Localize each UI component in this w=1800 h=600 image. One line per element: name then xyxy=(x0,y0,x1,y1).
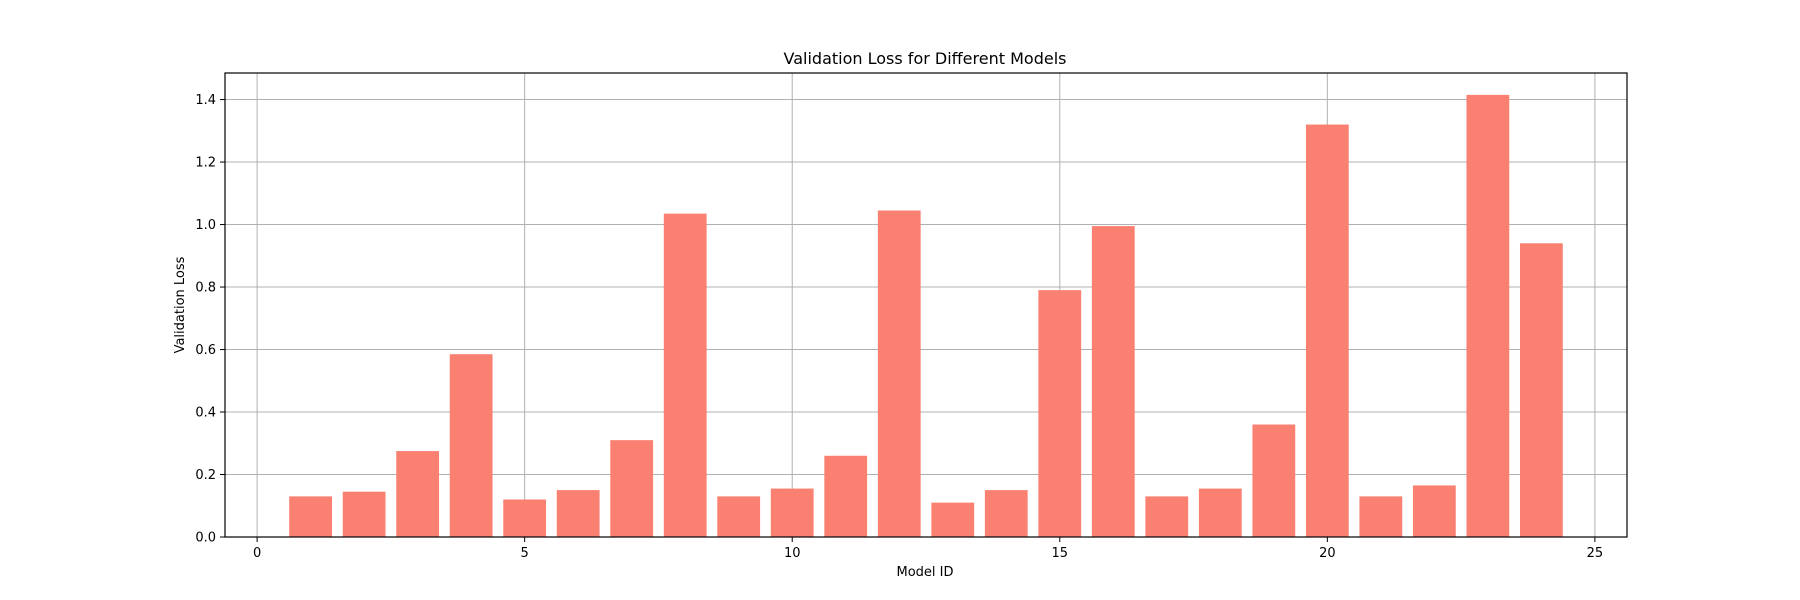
bar-model-18 xyxy=(1198,488,1242,537)
bar-model-17 xyxy=(1145,496,1189,537)
y-tick-label-1: 0.2 xyxy=(195,468,216,483)
bar-model-12 xyxy=(877,210,921,537)
bar-model-8 xyxy=(663,213,707,537)
x-tick-label-4: 20 xyxy=(1319,546,1336,561)
y-tick-label-3: 0.6 xyxy=(195,343,216,358)
bar-model-10 xyxy=(770,488,814,537)
x-tick-label-3: 15 xyxy=(1052,546,1069,561)
bar-model-20 xyxy=(1305,124,1349,538)
x-axis-label: Model ID xyxy=(896,565,953,580)
x-tick-label-5: 25 xyxy=(1587,546,1604,561)
y-axis-label: Validation Loss xyxy=(173,256,188,353)
bar-model-22 xyxy=(1412,485,1456,537)
bar-model-24 xyxy=(1519,243,1563,538)
y-tick-label-6: 1.2 xyxy=(195,156,216,171)
y-tick-label-2: 0.4 xyxy=(195,406,216,421)
y-tick-label-7: 1.4 xyxy=(195,93,216,108)
bar-model-13 xyxy=(931,502,975,537)
bar-model-15 xyxy=(1038,290,1082,537)
plot-frame xyxy=(224,72,1628,538)
y-tick-label-4: 0.8 xyxy=(195,281,216,296)
bar-model-14 xyxy=(984,490,1028,537)
bar-model-1 xyxy=(289,496,333,537)
bar-model-19 xyxy=(1252,424,1296,537)
bar-model-2 xyxy=(342,491,386,537)
x-tick-label-1: 5 xyxy=(521,546,529,561)
bars xyxy=(289,94,1563,538)
bar-model-5 xyxy=(503,499,547,537)
bar-model-6 xyxy=(556,490,600,537)
bar-model-7 xyxy=(610,440,654,537)
x-tick-label-2: 10 xyxy=(784,546,801,561)
axis-ticks: 0 5 10 15 20 25 0.0 0.2 0.4 0.6 0.8 1.0 1.2 1.4 xyxy=(195,93,1603,561)
bar-model-11 xyxy=(824,455,868,537)
bar-model-16 xyxy=(1091,226,1135,537)
y-tick-label-5: 1.0 xyxy=(195,218,216,233)
bar-model-9 xyxy=(717,496,761,537)
bar-model-4 xyxy=(449,354,493,537)
y-tick-label-0: 0.0 xyxy=(195,531,216,546)
bar-model-23 xyxy=(1466,94,1510,537)
x-tick-label-0: 0 xyxy=(253,546,261,561)
bar-model-3 xyxy=(396,451,440,537)
chart-title: Validation Loss for Different Models xyxy=(784,49,1067,68)
bar-model-21 xyxy=(1359,496,1403,537)
